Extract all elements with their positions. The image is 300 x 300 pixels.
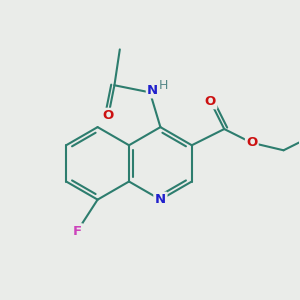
Text: F: F <box>73 224 82 238</box>
Text: O: O <box>103 109 114 122</box>
Text: N: N <box>147 84 158 98</box>
Text: O: O <box>246 136 257 149</box>
Text: H: H <box>159 79 168 92</box>
Text: O: O <box>205 95 216 108</box>
Text: N: N <box>155 193 166 206</box>
